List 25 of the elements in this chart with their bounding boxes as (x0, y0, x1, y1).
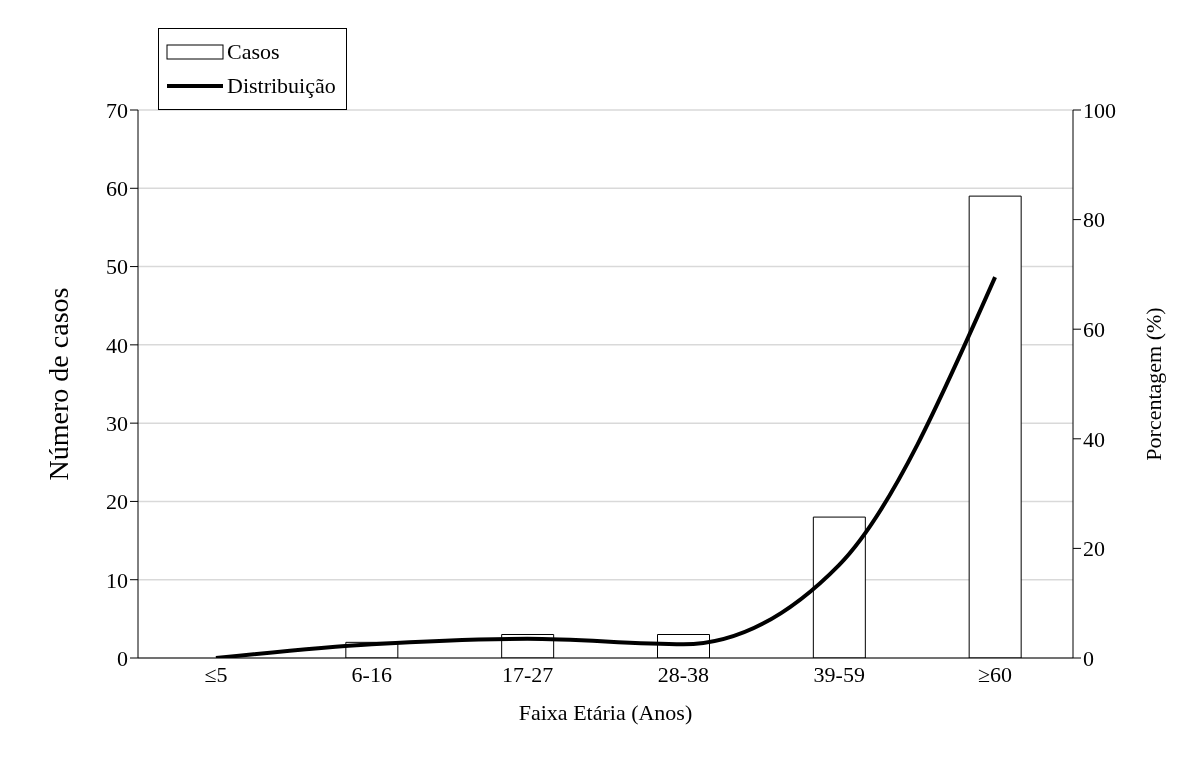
y-tick-label: 30 (106, 410, 128, 436)
y2-tick-label: 0 (1083, 645, 1094, 671)
y2-axis-title: Porcentagem (%) (1140, 307, 1166, 461)
y-tick-label: 10 (106, 567, 128, 593)
y-tick-label: 0 (117, 645, 128, 671)
y2-tick-label: 100 (1083, 97, 1116, 123)
x-tick-label: ≥60 (978, 661, 1013, 687)
y-tick-label: 40 (106, 332, 128, 358)
y-tick-label: 60 (106, 176, 128, 202)
legend-label: Casos (227, 39, 280, 65)
x-axis-title: Faixa Etária (Anos) (518, 700, 693, 725)
y2-tick-label: 20 (1083, 536, 1105, 562)
y-tick-label: 70 (106, 97, 128, 123)
x-tick-label: 28-38 (657, 661, 710, 687)
x-tick-label: ≤5 (204, 661, 228, 687)
x-tick-label: 39-59 (813, 661, 865, 687)
y2-tick-label: 60 (1083, 317, 1105, 343)
x-tick-label: 6-16 (351, 661, 392, 687)
y2-tick-label: 40 (1083, 426, 1105, 452)
y-tick-label: 50 (106, 254, 128, 280)
y-tick-label: 20 (106, 489, 128, 515)
x-tick-label: 17-27 (501, 661, 554, 687)
legend-label: Distribuição (227, 73, 336, 99)
y2-tick-label: 80 (1083, 207, 1105, 233)
y-axis-title: Número de casos (42, 287, 74, 481)
